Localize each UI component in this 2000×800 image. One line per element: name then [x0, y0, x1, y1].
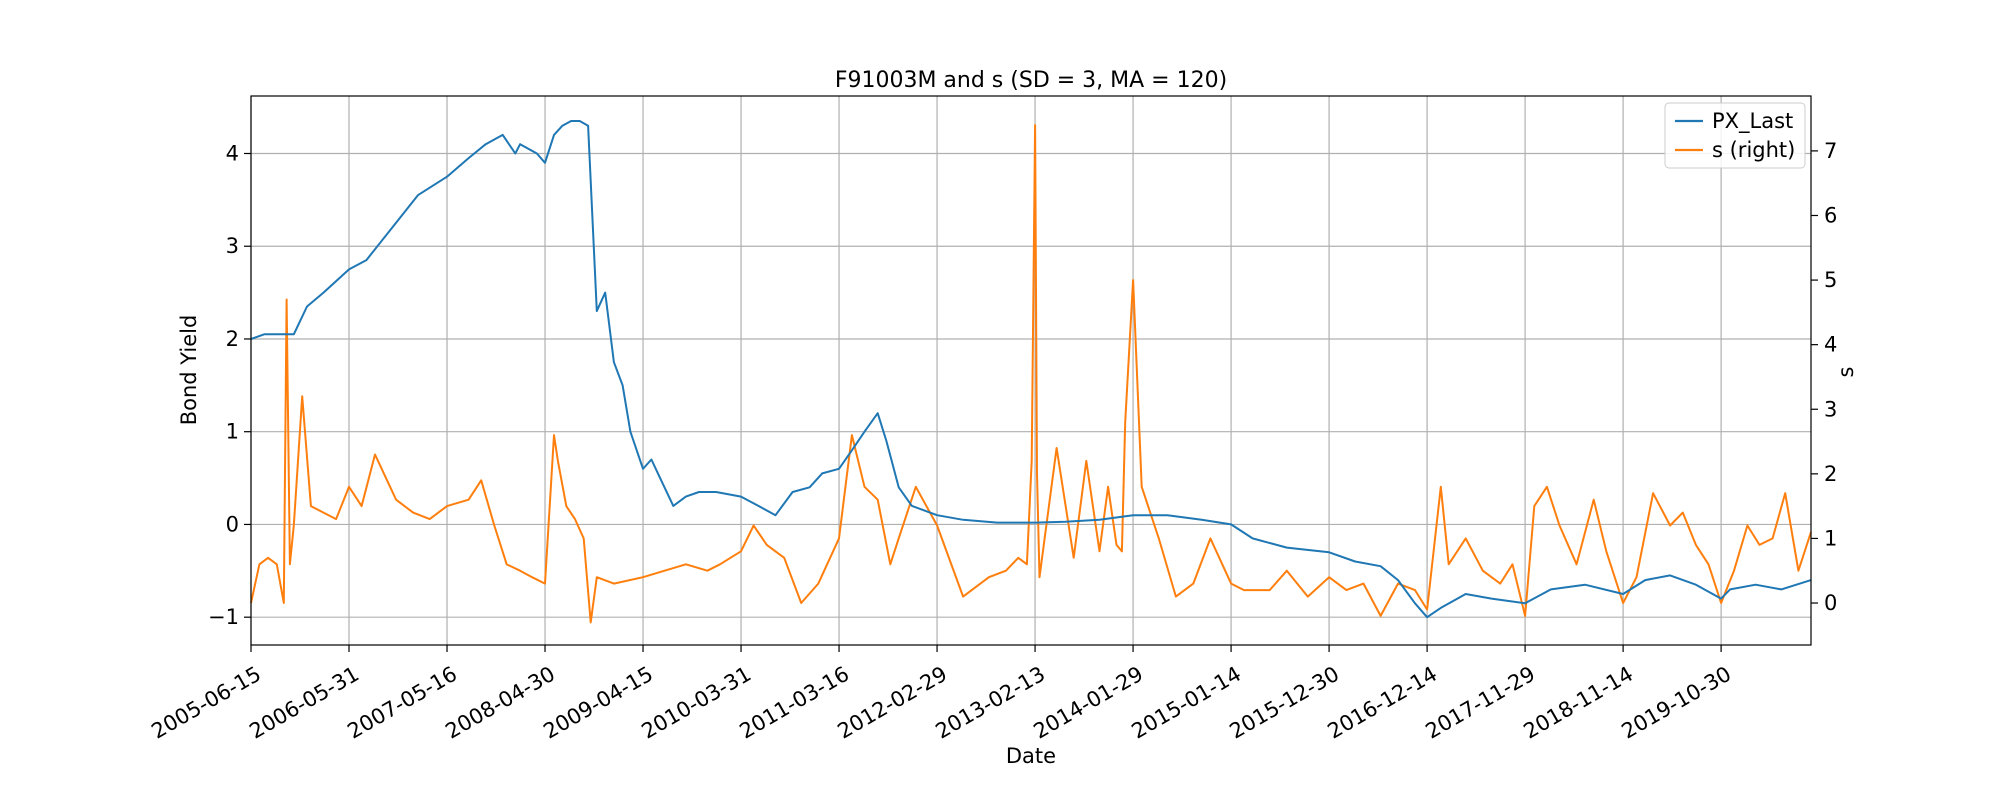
x-tick-label: 2006-05-31: [245, 662, 363, 744]
legend-label-s: s (right): [1712, 138, 1795, 162]
series-layer: [250, 120, 1812, 624]
y-tick-label: 3: [226, 234, 239, 258]
y2-tick-label: 3: [1824, 397, 1837, 421]
x-tick-label: 2009-04-15: [539, 662, 657, 744]
series-line-s: [250, 124, 1812, 624]
y-tick-label: 1: [226, 420, 239, 444]
x-tick-label: 2005-06-15: [147, 662, 265, 744]
legend-label-px-last: PX_Last: [1712, 109, 1793, 134]
y-tick-label: 2: [226, 327, 239, 351]
y-tick-label: 4: [226, 141, 239, 165]
y-axis-title: Bond Yield: [177, 315, 201, 426]
y2-tick-label: 0: [1824, 591, 1837, 615]
legend: PX_Last s (right): [1664, 102, 1806, 169]
x-tick-label: 2010-03-31: [637, 662, 755, 744]
x-tick-label: 2013-02-13: [931, 662, 1049, 744]
y2-tick-label: 7: [1824, 139, 1837, 163]
y2-tick-label: 4: [1824, 333, 1837, 357]
grid-lines: [250, 96, 1811, 645]
series-line-px-last: [250, 120, 1812, 619]
axes-layer: 2005-06-152006-05-312007-05-162008-04-30…: [147, 139, 1837, 744]
y2-tick-label: 6: [1824, 203, 1837, 227]
x-tick-label: 2014-01-29: [1029, 662, 1147, 744]
legend-box: [1664, 102, 1806, 169]
y-tick-label: 0: [226, 512, 239, 536]
x-tick-label: 2007-05-16: [343, 662, 461, 744]
x-axis-title: Date: [1006, 744, 1056, 768]
y2-tick-label: 2: [1824, 462, 1837, 486]
x-tick-label: 2018-11-14: [1520, 662, 1638, 744]
chart-title: F91003M and s (SD = 3, MA = 120): [835, 68, 1227, 93]
x-tick-label: 2011-03-16: [735, 662, 853, 744]
y2-tick-label: 1: [1824, 526, 1837, 550]
x-tick-label: 2019-10-30: [1618, 662, 1736, 744]
y2-axis-title: s: [1834, 367, 1858, 378]
x-tick-label: 2008-04-30: [441, 662, 559, 744]
x-tick-label: 2012-02-29: [833, 662, 951, 744]
x-tick-label: 2015-01-14: [1127, 662, 1245, 744]
plot-frame: [250, 95, 1812, 646]
x-tick-label: 2015-12-30: [1225, 662, 1343, 744]
y2-tick-label: 5: [1824, 268, 1837, 292]
y-tick-label: −1: [208, 605, 239, 629]
x-tick-label: 2017-11-29: [1422, 662, 1540, 744]
x-tick-label: 2016-12-14: [1323, 662, 1441, 744]
